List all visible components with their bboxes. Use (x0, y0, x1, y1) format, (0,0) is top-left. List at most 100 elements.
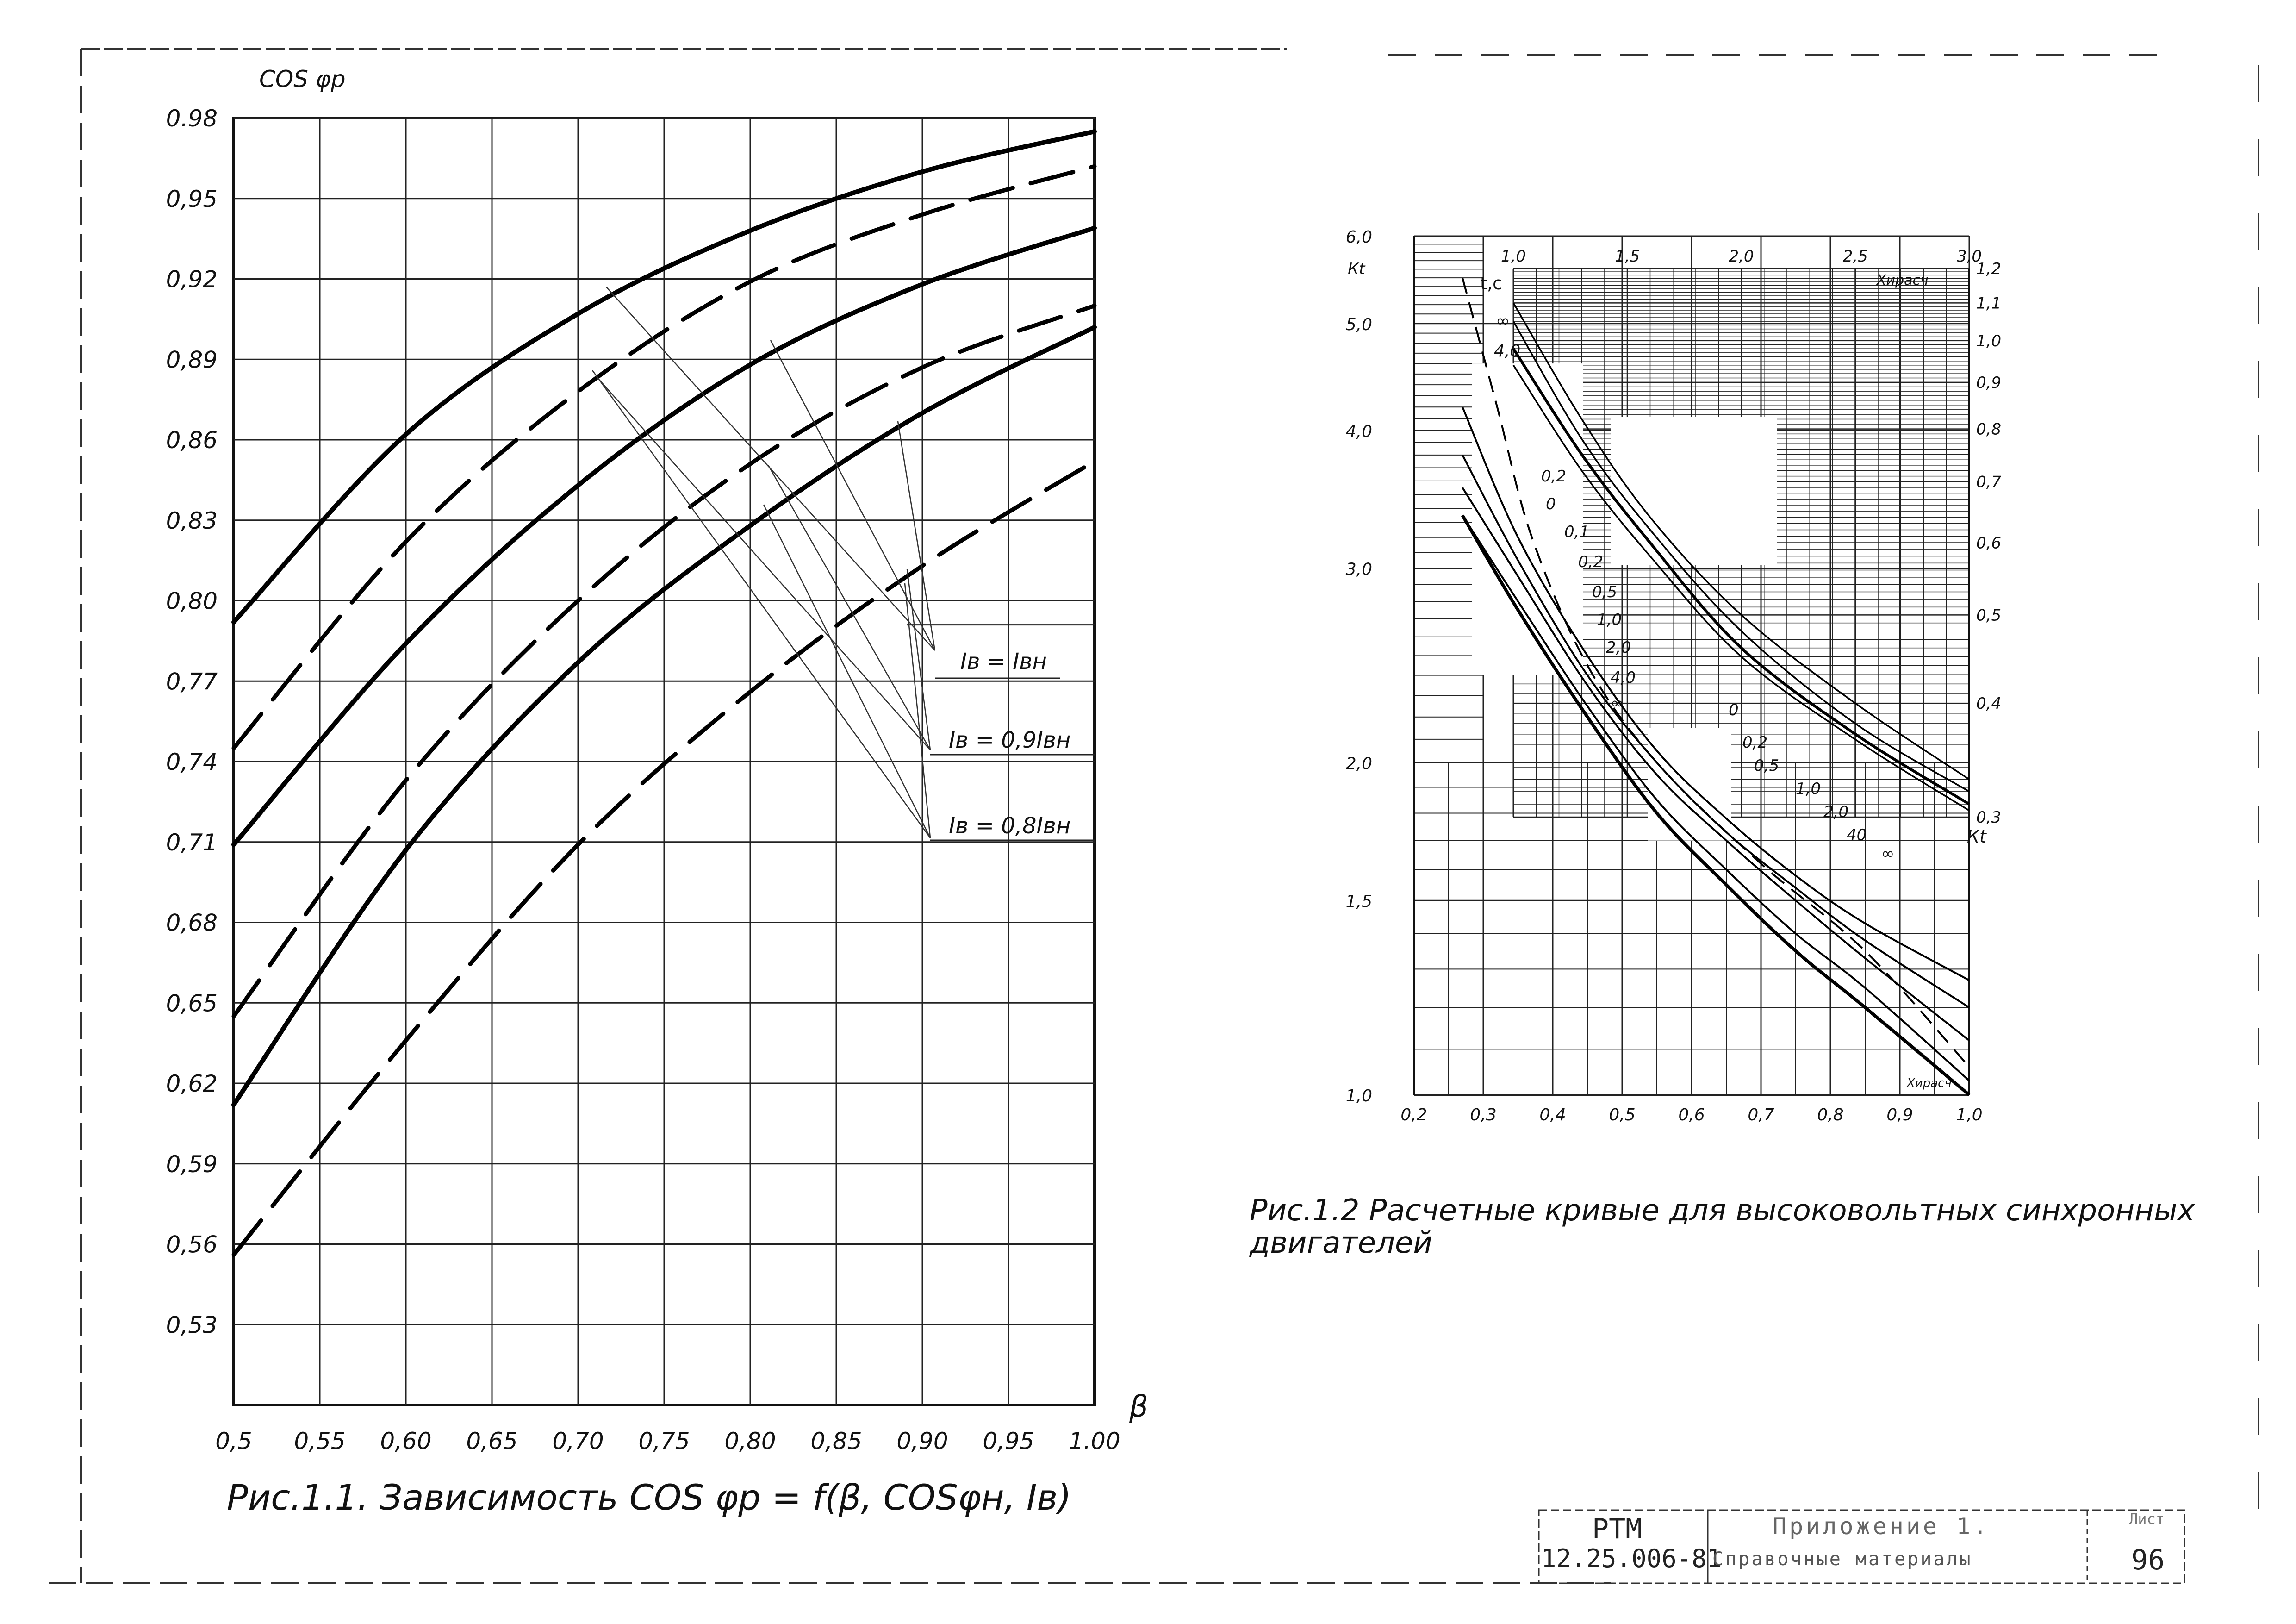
chart1-y-tick-label: 0,65 (166, 990, 218, 1017)
chart1-series-line-5 (231, 325, 1097, 1107)
chart2-upper-curve-4 (1512, 364, 1970, 812)
chart2-y-tick-label: 2,0 (1346, 754, 1372, 773)
chart2-series-line-4 (1462, 454, 1970, 1008)
chart1-x-tick-label: 0,65 (466, 1428, 517, 1455)
chart2-x-tick-label: 0,5 (1609, 1106, 1635, 1124)
chart2-y-tick-label: 4,0 (1346, 422, 1372, 441)
sheet-number: 96 (2131, 1544, 2165, 1576)
chart2-upper-curve-label: ∞ (1496, 312, 1510, 331)
chart2-low-curve-label: ∞ (1881, 844, 1894, 863)
chart2-top-tick-label: 2,5 (1843, 247, 1868, 266)
chart1-x-tick-label: 0,5 (215, 1428, 252, 1455)
chart1-series-line-2 (231, 164, 1097, 750)
chart1-y-tick-label: 0,53 (166, 1312, 218, 1338)
chart1-y-tick-label: 0,62 (166, 1070, 218, 1097)
chart1-leader-line (763, 504, 931, 838)
chart2-right-tick-label: 0,7 (1976, 473, 2001, 492)
chart1-leader-line (906, 569, 931, 750)
chart1-y-tick-label: 0.98 (166, 105, 218, 132)
chart2-t-label: t,с (1480, 273, 1502, 294)
chart2-right-axis-title: Кt (1967, 826, 1987, 847)
chart2-series-line-1 (1461, 514, 1971, 1096)
sheet-label: Лист (2129, 1510, 2165, 1528)
chart1-grid (232, 117, 1096, 1406)
chart1-x-tick-label: 0,55 (294, 1428, 345, 1455)
chart1-caption: Рис.1.1. Зависимость COS φр = f(β, COSφн… (227, 1477, 1071, 1518)
chart2-mid-curve-label: 0 (1546, 495, 1556, 513)
chart2-dashed-curve (1462, 277, 1970, 1068)
annotation-ib-0-8: Iв = 0,8Iвн (949, 813, 1070, 839)
chart1-series-line-1 (231, 129, 1097, 625)
doc-code-1: РТМ (1592, 1513, 1643, 1545)
chart2-mid-curve-label: 0,5 (1592, 583, 1617, 601)
chart2-series-line-5 (1462, 406, 1970, 981)
chart1-leader-line (897, 421, 936, 651)
annotation-ib-0-9: Iв = 0,9Iвн (949, 727, 1070, 753)
chart2-caption: Рис.1.2 Расчетные кривые для высоковольт… (1250, 1193, 2195, 1261)
chart2-y-tick-label: 3,0 (1346, 560, 1372, 579)
chart1-y-tick-label: 0,74 (166, 749, 218, 775)
chart2-series-line-3 (1462, 487, 1970, 1042)
chart1-y-tick-label: 0,59 (166, 1151, 218, 1178)
chart2-right-tick-label: 0,3 (1976, 808, 2001, 827)
chart2-bottom-axis-title: Хирасч (1906, 1076, 1952, 1090)
chart2-right-tick-label: 1,0 (1976, 332, 2001, 350)
chart1-x-axis-title: β (1129, 1390, 1148, 1424)
chart2-x-tick-label: 0,9 (1886, 1106, 1913, 1124)
chart1-x-tick-label: 0,75 (638, 1428, 690, 1455)
chart1-y-tick-label: 0,77 (166, 668, 218, 695)
chart1-x-tick-label: 1.00 (1069, 1428, 1120, 1455)
chart1-x-tick-label: 0,85 (810, 1428, 862, 1455)
chart1-x-tick-label: 0,70 (552, 1428, 604, 1455)
chart1-y-tick-label: 0,71 (166, 829, 218, 856)
chart1-y-tick-label: 0,86 (166, 427, 218, 454)
chart1-y-tick-label: 0,80 (166, 588, 218, 615)
chart1-y-tick-labels: 0.98 0,95 0,92 0,89 0,86 0,83 0,80 0,77 0,74 0,71… (166, 105, 218, 1338)
chart1-y-tick-label: 0,92 (166, 266, 218, 293)
kt-chart: 0,2 0,3 0,4 0,5 0,6 0,7 0,8 0,9 1,0 6,0 5,0 4,0 3,0 2… (1346, 228, 2002, 1124)
chart1-leader-line (904, 583, 931, 838)
chart1-x-tick-label: 0,60 (380, 1428, 431, 1455)
chart2-low-curve-label: 2,0 (1823, 803, 1848, 821)
chart2-right-tick-label: 1,1 (1976, 294, 2001, 312)
chart1-y-tick-label: 0,68 (166, 910, 218, 937)
chart2-right-tick-label: 0,9 (1976, 374, 2001, 392)
chart2-x-tick-label: 1,0 (1956, 1106, 1982, 1124)
chart2-top-tick-label: 2,0 (1729, 247, 1754, 266)
chart1-series-line-6 (231, 459, 1097, 1257)
cos-phi-chart: 0.98 0,95 0,92 0,89 0,86 0,83 0,80 0,77 0,74 0,71… (166, 66, 1148, 1455)
chart2-upper-curve-2 (1512, 321, 1970, 793)
chart1-leader-line (597, 377, 931, 750)
chart2-baseline (1414, 1094, 1969, 1096)
chart2-low-curve-label: 0,2 (1742, 733, 1767, 752)
materials-label: Справочные материалы (1712, 1549, 1972, 1570)
annotation-ib-nominal: Iв = Iвн (960, 649, 1047, 675)
chart2-y-tick-label: 1,5 (1346, 892, 1372, 911)
chart2-low-curve-label: 40 (1847, 826, 1867, 844)
chart2-x-tick-label: 0,3 (1470, 1106, 1496, 1124)
chart2-y-tick-label: 5,0 (1346, 315, 1372, 334)
chart2-mask (1611, 417, 1777, 565)
chart2-y-tick-label: 6,0 (1346, 228, 1372, 247)
chart2-x-tick-label: 0,8 (1817, 1106, 1843, 1124)
chart2-low-curve-label: 0 (1729, 701, 1739, 719)
chart2-curve-labels: ∞4,00,200,10,20,51,02,04,0∞ 00,20,51,02,0… (1494, 312, 1894, 863)
chart1-series (231, 129, 1097, 1257)
chart2-mid-curve-label: 1,0 (1597, 611, 1622, 629)
chart2-top-tick-label: 1,0 (1501, 247, 1526, 266)
chart2-right-tick-label: 0,4 (1976, 694, 2001, 713)
chart1-leader-line (767, 465, 931, 750)
chart2-mid-curve-label: 0,2 (1578, 553, 1603, 571)
chart2-top-axis-title: Хирасч (1876, 272, 1929, 288)
chart2-x-tick-label: 0,6 (1678, 1106, 1705, 1124)
chart2-top-tick-label: 3,0 (1957, 247, 1982, 266)
chart1-y-tick-label: 0,56 (166, 1231, 218, 1258)
chart2-mid-curve-label: 4,0 (1611, 668, 1636, 687)
chart2-grid (1413, 235, 1970, 1096)
chart2-right-tick-label: 0,5 (1976, 606, 2001, 625)
chart2-top-tick-label: 1,5 (1615, 247, 1640, 266)
chart1-y-tick-label: 0,95 (166, 186, 218, 212)
chart2-low-curve-label: 0,5 (1754, 756, 1779, 775)
chart2-series-line-2 (1462, 515, 1970, 1081)
